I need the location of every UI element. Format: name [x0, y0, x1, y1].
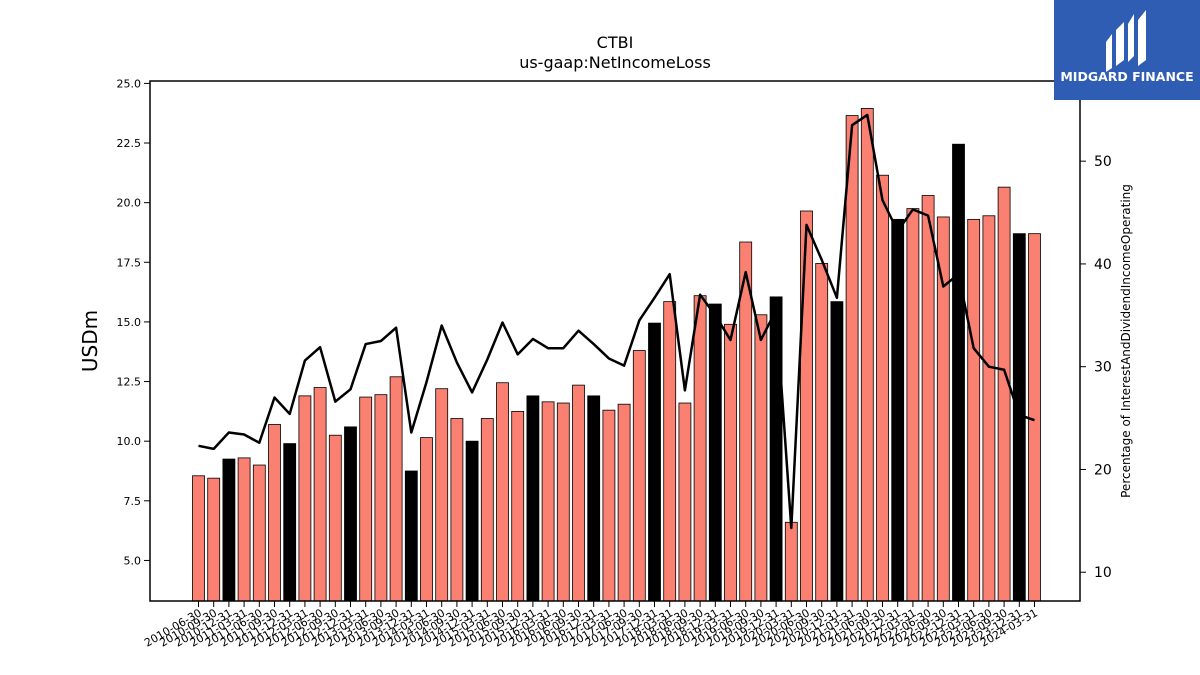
bar — [617, 403, 631, 602]
y-axis-left: 5.0 7.5 10.0 12.5 15.0 17.5 20.0 22.5 25.0 — [117, 77, 150, 567]
bar — [754, 314, 768, 602]
bar — [663, 301, 677, 602]
bar — [693, 295, 707, 602]
bar — [632, 350, 646, 602]
bar — [496, 382, 509, 602]
bar — [252, 464, 266, 602]
bar — [237, 457, 251, 602]
bar — [784, 521, 798, 602]
bar — [815, 263, 829, 602]
y2-axis-label: Percentage of InterestAndDividendIncomeO… — [1119, 184, 1133, 498]
bar — [435, 388, 449, 602]
y-tick-label: 22.5 — [117, 137, 142, 150]
bar — [921, 195, 935, 602]
bar — [708, 303, 722, 602]
bar — [830, 301, 844, 602]
bar — [283, 443, 297, 602]
y-tick-label: 20.0 — [117, 197, 142, 210]
bar — [906, 208, 920, 602]
bar — [511, 410, 525, 602]
bar — [800, 210, 813, 602]
line-path — [198, 113, 1035, 530]
line-series — [198, 113, 1035, 530]
bar — [936, 216, 950, 602]
y-tick-label: 5.0 — [124, 554, 142, 567]
chart-title: CTBI — [597, 33, 634, 52]
bar — [845, 115, 859, 602]
bar — [876, 174, 889, 602]
bar — [860, 108, 874, 602]
bar — [1028, 233, 1041, 602]
bar — [602, 409, 616, 602]
bar — [526, 395, 540, 602]
bar — [997, 186, 1011, 602]
chart-subtitle: us-gaap:NetIncomeLoss — [519, 53, 711, 72]
bar — [982, 215, 996, 602]
bar — [724, 323, 737, 602]
y2-tick-label: 50 — [1094, 154, 1112, 170]
y-tick-label: 25.0 — [117, 77, 142, 90]
y-tick-label: 10.0 — [117, 435, 142, 448]
bar — [192, 475, 205, 602]
bar — [480, 418, 494, 602]
bar — [359, 396, 373, 602]
bar — [648, 322, 661, 602]
bar — [541, 401, 555, 602]
logo-mark-icon — [1106, 10, 1146, 72]
bar — [769, 296, 783, 602]
logo-background — [1054, 0, 1200, 100]
bar — [298, 395, 312, 602]
bar — [313, 387, 327, 602]
bar — [891, 218, 905, 602]
bar — [207, 477, 221, 602]
bar — [678, 402, 692, 602]
logo-text: MIDGARD FINANCE — [1060, 69, 1193, 84]
bar — [572, 384, 585, 602]
y-tick-label: 15.0 — [117, 316, 142, 329]
bar — [420, 437, 433, 602]
bar — [222, 458, 236, 602]
x-axis: 2010-06-302010-09-302010-12-312011-03-31… — [142, 601, 1040, 650]
bar — [268, 424, 281, 602]
bar — [587, 395, 601, 602]
bar — [404, 470, 418, 602]
y2-tick-label: 20 — [1094, 462, 1112, 478]
y2-tick-label: 10 — [1094, 565, 1112, 581]
bar — [967, 218, 981, 602]
midgard-finance-logo: MIDGARD FINANCE — [1054, 0, 1200, 100]
y2-tick-label: 30 — [1094, 360, 1112, 376]
y-axis-label: USDm — [78, 310, 102, 372]
bar — [952, 143, 965, 602]
bar — [465, 440, 479, 602]
bar-series — [192, 108, 1041, 602]
bar — [389, 376, 403, 602]
y2-tick-label: 40 — [1094, 257, 1112, 273]
bar — [374, 394, 388, 602]
bar — [328, 434, 342, 602]
y-tick-label: 7.5 — [124, 495, 142, 508]
y-axis-right: 10 20 30 40 50 — [1080, 154, 1112, 581]
plot-frame — [149, 80, 1081, 602]
y-tick-label: 17.5 — [117, 256, 142, 269]
bar — [344, 426, 357, 602]
bar — [556, 402, 570, 602]
bar — [450, 418, 464, 602]
y-tick-label: 12.5 — [117, 376, 142, 389]
